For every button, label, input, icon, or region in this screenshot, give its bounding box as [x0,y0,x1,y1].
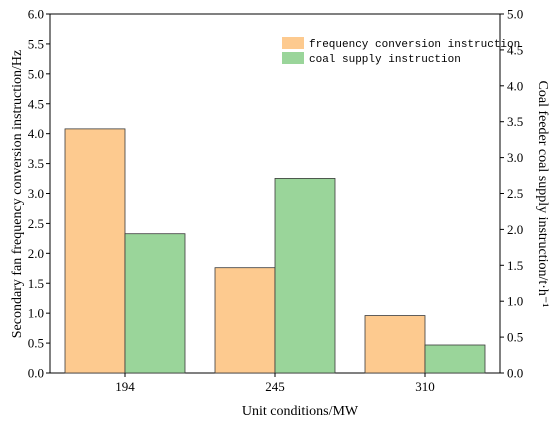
left-tick-label: 5.0 [28,66,44,81]
left-tick-label: 2.0 [28,246,44,261]
legend-label: coal supply instruction [309,54,461,66]
right-tick-label: 3.5 [507,114,523,129]
bar-frequency [214,267,276,374]
left-tick-label: 0.0 [28,366,44,381]
left-tick-label: 0.5 [28,336,44,351]
bar-frequency [364,315,426,374]
left-tick-label: 3.5 [28,156,44,171]
legend-label: frequency conversion instruction [309,39,520,51]
bar-frequency [64,128,126,374]
left-tick-label: 4.0 [28,126,44,141]
right-tick-label: 0.0 [507,366,523,381]
legend: frequency conversion instruction coal sup… [282,37,520,66]
right-tick-label: 2.0 [507,222,523,237]
left-axis-title: Secondary fan frequency conversion instr… [10,50,25,338]
legend-swatch [282,37,304,49]
right-tick-label: 4.0 [507,78,523,93]
legend-swatch [282,52,304,64]
right-axis: 0.0 0.5 1.0 1.5 2.0 2.5 3.0 3.5 4.0 4.5 5.0 [500,7,523,381]
left-axis: 0.0 0.5 1.0 1.5 2.0 2.5 3.0 3.5 4.0 4.5 5.0 5.5 6.0 [28,7,50,381]
right-tick-label: 1.5 [507,258,523,273]
x-axis: 194 245 310 [115,373,435,394]
left-tick-label: 1.0 [28,306,44,321]
left-tick-label: 1.5 [28,276,44,291]
left-tick-label: 5.5 [28,36,44,51]
x-tick-label: 245 [265,379,285,394]
right-tick-label: 0.5 [507,330,523,345]
right-tick-label: 3.0 [507,150,523,165]
bar-coal-supply [124,233,186,374]
left-tick-label: 3.0 [28,186,44,201]
bar-coal-supply [274,178,336,374]
right-tick-label: 4.5 [507,42,523,57]
right-tick-label: 5.0 [507,7,523,22]
x-tick-label: 194 [115,379,135,394]
left-tick-label: 6.0 [28,7,44,22]
bar-coal-supply [424,344,486,374]
x-tick-label: 310 [415,379,435,394]
right-tick-label: 2.5 [507,186,523,201]
right-tick-label: 1.0 [507,294,523,309]
left-tick-label: 4.5 [28,96,44,111]
bars-layer [64,128,486,374]
x-axis-title: Unit conditions/MW [242,404,359,419]
left-tick-label: 2.5 [28,216,44,231]
right-axis-title: Coal feeder coal supply instruction/t·h⁻… [535,81,550,308]
